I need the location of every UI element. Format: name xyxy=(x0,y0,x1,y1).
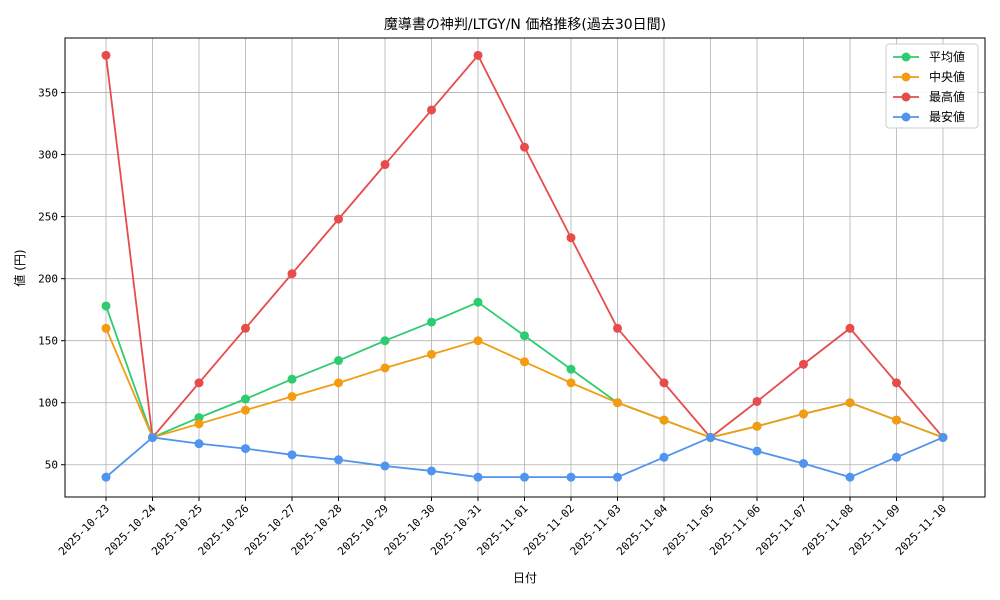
data-point xyxy=(287,269,297,279)
y-tick-label: 300 xyxy=(38,149,58,162)
plot-frame xyxy=(64,37,986,498)
series-layer xyxy=(101,50,948,482)
data-point xyxy=(566,233,576,243)
data-point xyxy=(845,323,855,333)
data-point xyxy=(287,374,297,384)
legend-swatch-marker xyxy=(901,112,911,122)
data-point xyxy=(380,461,390,471)
series-3 xyxy=(101,432,948,482)
data-point xyxy=(194,439,204,449)
data-point xyxy=(473,50,483,60)
legend-box xyxy=(885,43,979,129)
data-point xyxy=(241,444,250,454)
data-point xyxy=(380,336,390,346)
data-point xyxy=(194,419,204,429)
data-point xyxy=(566,364,576,374)
data-point xyxy=(892,378,901,388)
data-point xyxy=(427,349,436,359)
grid-layer xyxy=(65,38,985,497)
y-tick-label: 100 xyxy=(38,397,58,410)
data-point xyxy=(101,323,111,333)
legend-item: 最高値 xyxy=(893,89,965,104)
data-point xyxy=(566,472,576,482)
data-point xyxy=(752,421,762,431)
data-point xyxy=(473,336,483,346)
legend-label: 最高値 xyxy=(929,89,965,104)
y-tick-label: 350 xyxy=(38,87,58,100)
data-point xyxy=(706,432,715,442)
data-point xyxy=(101,50,111,60)
data-point xyxy=(427,466,436,476)
y-tick-label: 50 xyxy=(45,459,58,472)
data-point xyxy=(520,472,529,482)
data-point xyxy=(241,394,250,404)
legend-label: 平均値 xyxy=(929,49,965,64)
data-point xyxy=(380,363,390,373)
data-point xyxy=(520,357,529,367)
data-point xyxy=(241,323,250,333)
data-point xyxy=(613,323,622,333)
data-point xyxy=(101,472,111,482)
data-point xyxy=(799,459,808,469)
data-point xyxy=(380,160,390,170)
data-point xyxy=(752,396,762,406)
data-point xyxy=(892,415,901,425)
data-point xyxy=(427,317,436,327)
data-point xyxy=(938,432,948,442)
legend-label: 中央値 xyxy=(929,69,965,84)
data-point xyxy=(799,359,808,369)
data-point xyxy=(473,297,483,307)
data-point xyxy=(334,455,343,465)
y-axis-title: 値 (円) xyxy=(12,249,27,286)
data-point xyxy=(845,398,855,408)
data-point xyxy=(194,413,204,423)
data-point xyxy=(148,432,157,442)
data-point xyxy=(334,378,343,388)
data-point xyxy=(241,405,250,415)
data-point xyxy=(752,446,762,456)
data-point xyxy=(566,378,576,388)
legend-label: 最安値 xyxy=(929,109,965,124)
legend-item: 最安値 xyxy=(893,109,965,124)
legend-swatch-marker xyxy=(901,52,911,62)
data-point xyxy=(845,472,855,482)
legend-item: 中央値 xyxy=(893,69,965,84)
data-point xyxy=(287,392,297,402)
y-axis-ticks: 50 100 150 200 250 300 350 xyxy=(38,87,65,472)
data-point xyxy=(427,105,436,115)
data-point xyxy=(659,378,669,388)
data-point xyxy=(473,472,483,482)
x-axis-title: 日付 xyxy=(513,571,537,585)
data-point xyxy=(892,452,901,462)
data-point xyxy=(194,378,204,388)
data-point xyxy=(101,301,111,311)
x-axis-ticks: 2025-10-232025-10-242025-10-252025-10-26… xyxy=(56,497,949,558)
data-point xyxy=(334,356,343,366)
legend-item: 平均値 xyxy=(893,49,965,64)
data-point xyxy=(659,452,669,462)
y-tick-label: 250 xyxy=(38,211,58,224)
data-point xyxy=(287,450,297,460)
data-point xyxy=(799,409,808,419)
data-point xyxy=(659,415,669,425)
data-point xyxy=(613,398,622,408)
data-point xyxy=(613,472,622,482)
chart-title: 魔導書の神判/LTGY/N 価格推移(過去30日間) xyxy=(384,17,666,33)
y-tick-label: 150 xyxy=(38,335,58,348)
y-tick-label: 200 xyxy=(38,273,58,286)
legend-swatch-marker xyxy=(901,72,911,82)
legend-swatch-marker xyxy=(901,92,911,102)
data-point xyxy=(334,214,343,224)
data-point xyxy=(520,331,529,341)
data-point xyxy=(520,142,529,152)
